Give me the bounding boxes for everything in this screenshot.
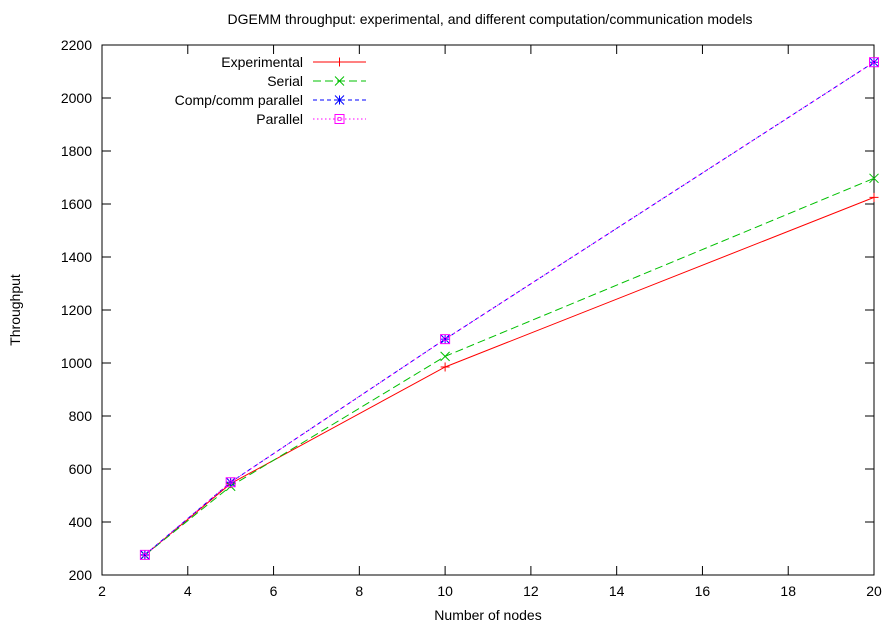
y-tick-label: 2000 — [61, 90, 92, 106]
y-tick-label: 400 — [69, 514, 93, 530]
series-2 — [140, 57, 879, 560]
data-point-marker — [869, 57, 879, 68]
series-line — [144, 177, 875, 556]
chart-title: DGEMM throughput: experimental, and diff… — [227, 11, 752, 27]
y-tick-label: 1400 — [61, 249, 92, 265]
plot-frame — [101, 44, 875, 576]
data-point-marker — [440, 362, 450, 372]
series-line — [144, 196, 875, 556]
legend-label: Serial — [267, 73, 303, 89]
y-axis-label: Throughput — [7, 274, 23, 346]
y-tick-label: 1800 — [61, 143, 92, 159]
y-tick-label: 1000 — [61, 355, 92, 371]
x-tick-label: 20 — [866, 583, 882, 599]
legend-marker — [334, 76, 345, 86]
legend-label: Parallel — [256, 111, 303, 127]
series-line — [144, 61, 875, 556]
legend-entry: Experimental — [221, 54, 366, 70]
x-tick-label: 18 — [780, 583, 796, 599]
series-lines — [139, 57, 879, 560]
x-tick-label: 10 — [437, 583, 453, 599]
x-tick-label: 8 — [355, 583, 363, 599]
data-point-marker — [869, 192, 879, 202]
x-tick-label: 2 — [98, 583, 106, 599]
legend-label: Comp/comm parallel — [175, 92, 303, 108]
x-tick-label: 16 — [695, 583, 711, 599]
x-tick-label: 4 — [184, 583, 192, 599]
legend-marker — [334, 95, 345, 105]
y-tick-label: 200 — [69, 567, 93, 583]
legend: Experimental Serial Comp/comm parallel Para… — [175, 54, 366, 127]
legend-marker — [334, 114, 345, 124]
y-tick-label: 2200 — [61, 37, 92, 53]
x-axis-label: Number of nodes — [434, 607, 541, 623]
data-point-marker — [440, 334, 451, 345]
data-point-marker — [869, 173, 879, 184]
y-tick-label: 1600 — [61, 196, 92, 212]
series-0 — [140, 192, 879, 560]
x-tick-label: 14 — [609, 583, 625, 599]
legend-marker — [335, 57, 344, 67]
y-tick-label: 1200 — [61, 302, 92, 318]
series-1 — [140, 173, 879, 560]
series-line — [144, 61, 875, 556]
legend-entry: Serial — [267, 73, 366, 89]
data-point-marker — [440, 334, 450, 345]
y-tick-label: 600 — [69, 461, 93, 477]
x-tick-label: 6 — [270, 583, 278, 599]
x-tick-label: 12 — [523, 583, 539, 599]
data-point-marker — [139, 549, 150, 560]
legend-entry: Comp/comm parallel — [175, 92, 366, 108]
legend-label: Experimental — [221, 54, 303, 70]
y-tick-label: 800 — [69, 408, 93, 424]
data-point-marker — [225, 477, 236, 488]
axis-ticks: 2 4 6 8 10 12 14 16 18 20 200 400 600 800 1000 1200 1400… — [61, 37, 882, 599]
legend-entry: Parallel — [256, 111, 366, 127]
data-point-marker — [440, 351, 450, 362]
series-3 — [139, 57, 879, 560]
